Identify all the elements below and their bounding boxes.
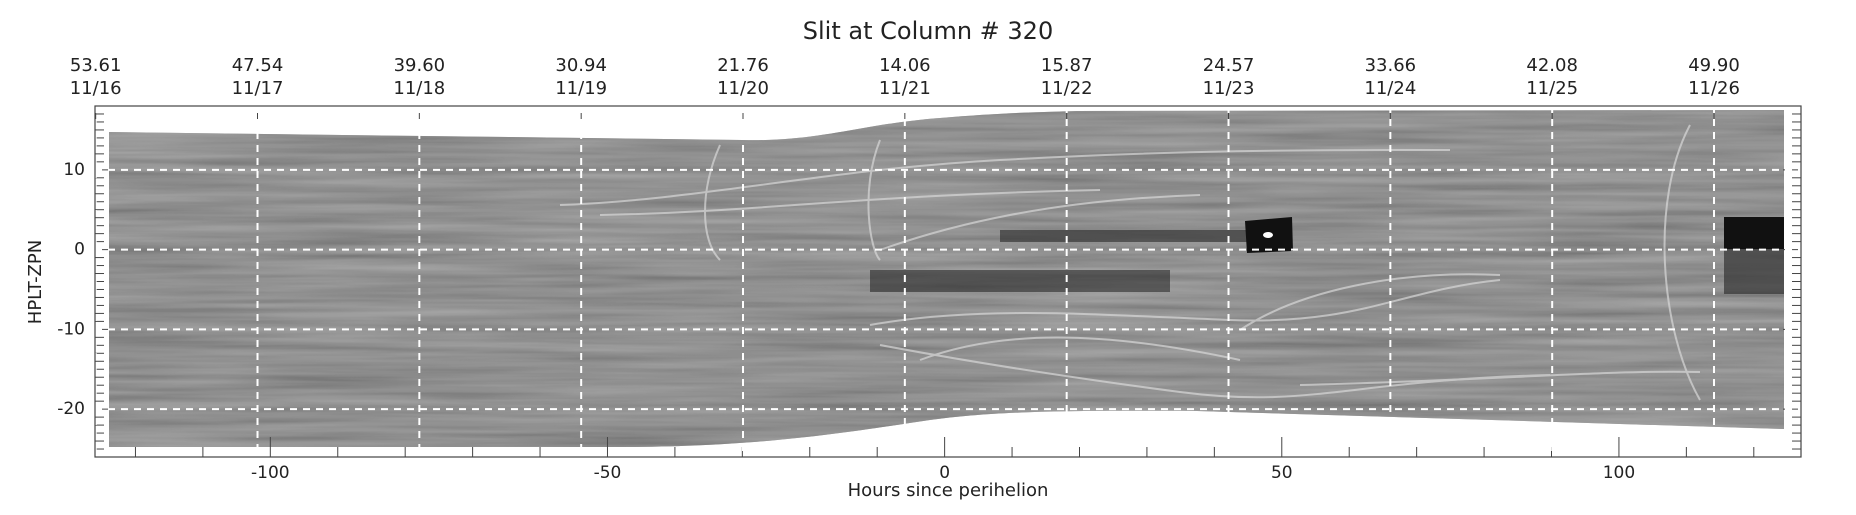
top-distance-label: 14.06 [879, 55, 931, 76]
axes: -100 -50 0 50 100-20-1001053.6111/1647.5411/… [57, 55, 1801, 483]
top-distance-label: 42.08 [1526, 55, 1578, 76]
top-date-label: 11/19 [555, 78, 607, 99]
x-tick-label: -100 [251, 463, 290, 483]
top-date-label: 11/24 [1364, 78, 1416, 99]
top-distance-label: 33.66 [1365, 55, 1417, 76]
top-date-label: 11/25 [1526, 78, 1578, 99]
x-tick-label: -50 [594, 463, 622, 483]
top-distance-label: 30.94 [555, 55, 607, 76]
y-axis-label: HPLT-ZPN [25, 240, 46, 324]
top-distance-label: 39.60 [394, 55, 446, 76]
top-date-label: 11/17 [232, 78, 284, 99]
x-tick-label: 100 [1603, 463, 1635, 483]
y-tick-label: 0 [74, 240, 85, 260]
top-date-label: 11/26 [1688, 78, 1740, 99]
y-tick-label: -20 [57, 399, 85, 419]
top-distance-label: 24.57 [1203, 55, 1255, 76]
top-distance-label: 15.87 [1041, 55, 1093, 76]
jmap-image [109, 110, 1784, 447]
top-date-label: 11/23 [1203, 78, 1255, 99]
x-tick-label: 50 [1271, 463, 1293, 483]
top-distance-label: 47.54 [232, 55, 284, 76]
top-date-label: 11/16 [70, 78, 122, 99]
plot-frame [94, 105, 1802, 458]
top-distance-label: 21.76 [717, 55, 769, 76]
top-date-label: 11/22 [1041, 78, 1093, 99]
top-distance-label: 53.61 [70, 55, 122, 76]
y-tick-label: 10 [63, 160, 85, 180]
top-date-label: 11/20 [717, 78, 769, 99]
x-tick-label: 0 [939, 463, 950, 483]
x-axis-label: Hours since perihelion [848, 480, 1049, 501]
chart-title: Slit at Column # 320 [803, 17, 1053, 45]
top-distance-label: 49.90 [1688, 55, 1740, 76]
y-tick-label: -10 [57, 319, 85, 339]
top-date-label: 11/21 [879, 78, 931, 99]
top-date-label: 11/18 [393, 78, 445, 99]
